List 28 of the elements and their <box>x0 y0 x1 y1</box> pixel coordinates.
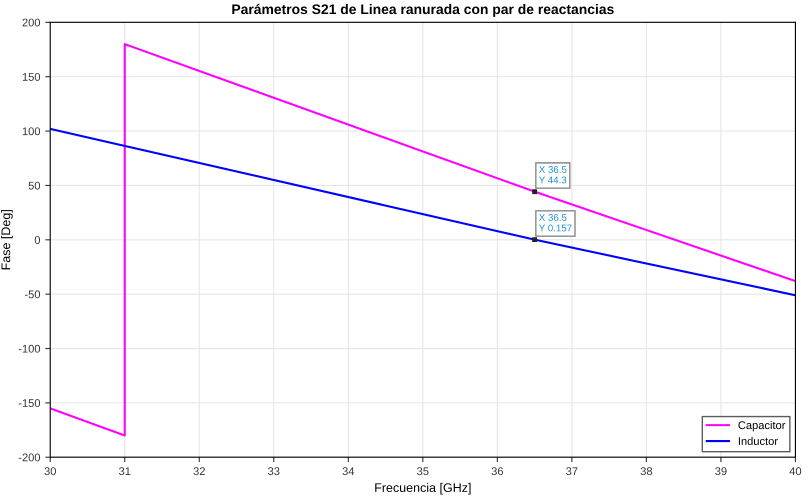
y-tick-label: 100 <box>22 127 40 136</box>
legend-label: Inductor <box>738 436 778 446</box>
legend-label: Capacitor <box>738 420 786 432</box>
y-tick-label: 50 <box>28 182 40 190</box>
y-tick-label: 150 <box>22 72 40 81</box>
x-tick-label: 30 <box>44 467 56 476</box>
annotation: X 36.5 Y 44.3 <box>538 166 566 184</box>
x-tick-label: 36 <box>492 467 504 476</box>
y-tick-label: 200 <box>22 18 40 26</box>
chart-title: Parámetros S21 de Linea ranurada con par de reactancias <box>232 4 614 17</box>
y-tick-label: -200 <box>18 454 40 462</box>
y-tick-label: -100 <box>18 344 40 353</box>
annotation: X 36.5 Y 0.157 <box>538 214 572 232</box>
x-tick-label: 31 <box>118 467 130 476</box>
x-tick-label: 37 <box>566 467 578 476</box>
x-tick-label: 33 <box>268 467 280 476</box>
x-tick-label: 39 <box>715 467 727 476</box>
y-axis-title: Fase [Deg] <box>1 210 13 270</box>
x-tick-label: 38 <box>640 467 652 476</box>
y-tick-label: -150 <box>18 399 40 408</box>
x-tick-label: 34 <box>342 467 354 476</box>
x-tick-label: 32 <box>194 467 205 476</box>
x-axis-title: Frecuencia [GHz] <box>375 482 471 495</box>
y-tick-label: 0 <box>34 236 40 244</box>
y-tick-label: -50 <box>24 290 40 298</box>
x-tick-label: 40 <box>789 467 802 476</box>
x-tick-label: 35 <box>417 467 429 476</box>
line-series <box>50 43 796 437</box>
